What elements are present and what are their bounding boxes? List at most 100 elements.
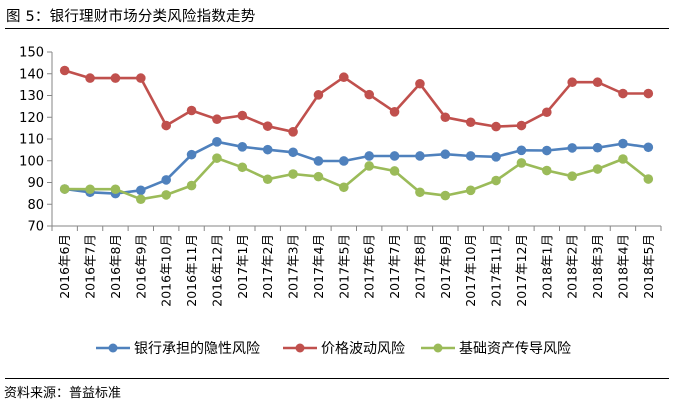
data-point <box>516 145 527 156</box>
data-point <box>161 190 171 200</box>
series-lines <box>59 65 654 205</box>
top-rule <box>5 28 669 29</box>
x-tick-label: 2016年11月 <box>184 234 199 307</box>
x-tick-label: 2016年6月 <box>57 234 72 299</box>
data-point <box>567 171 577 181</box>
y-tick-label: 140 <box>19 67 44 82</box>
series-line <box>64 140 649 195</box>
y-tick-label: 130 <box>19 89 44 104</box>
data-point <box>136 73 146 83</box>
data-point <box>237 162 248 173</box>
data-point <box>542 145 552 156</box>
data-point <box>186 149 197 160</box>
data-point <box>618 138 628 149</box>
data-point <box>643 174 654 184</box>
data-point <box>415 78 425 89</box>
data-point <box>491 152 501 162</box>
series-line <box>64 69 649 134</box>
data-point <box>542 165 552 176</box>
x-tick-label: 2016年12月 <box>209 234 224 307</box>
data-point <box>364 89 374 100</box>
data-point <box>262 121 273 131</box>
legend-item-1: 价格波动风险 <box>283 341 405 357</box>
data-point <box>415 151 425 161</box>
legend-marker <box>295 343 305 353</box>
data-point <box>186 105 197 116</box>
data-point <box>643 88 654 99</box>
data-point <box>415 187 425 198</box>
data-point <box>237 110 248 121</box>
data-point <box>59 184 70 194</box>
x-tick-label: 2017年8月 <box>412 234 427 299</box>
data-point <box>389 151 400 161</box>
data-point <box>136 185 146 196</box>
data-point <box>592 77 603 88</box>
data-point <box>313 90 324 100</box>
data-point <box>161 120 171 131</box>
data-point <box>136 194 146 205</box>
legend-label: 基础资产传导风险 <box>459 340 571 357</box>
data-point <box>288 147 298 158</box>
y-tick-label: 150 <box>19 46 44 61</box>
x-tick-label: 2016年9月 <box>133 234 148 299</box>
x-tick-label: 2018年5月 <box>641 234 656 299</box>
data-point <box>618 88 628 99</box>
y-tick-label: 70 <box>27 220 44 235</box>
data-point <box>262 144 273 155</box>
data-point <box>364 161 374 171</box>
data-point <box>618 154 628 164</box>
x-tick-label: 2017年4月 <box>311 234 326 299</box>
data-point <box>643 142 654 153</box>
data-point <box>262 174 273 185</box>
x-tick-label: 2017年5月 <box>336 234 351 299</box>
data-point <box>364 151 374 161</box>
data-point <box>237 142 248 152</box>
data-point <box>313 156 324 166</box>
series-2 <box>59 153 654 205</box>
data-point <box>465 117 476 128</box>
x-tick-label: 2017年10月 <box>463 234 478 307</box>
x-tick-label: 2017年11月 <box>489 234 504 307</box>
data-point <box>491 121 501 132</box>
data-point <box>212 153 222 163</box>
data-point <box>85 184 95 195</box>
x-axis-ticks: 2016年6月 2016年7月 2016年8月 2016年9月 2016年10月 2016… <box>51 226 662 307</box>
x-tick-label: 2018年3月 <box>590 234 605 299</box>
x-tick-label: 2016年8月 <box>108 234 123 299</box>
y-tick-label: 90 <box>27 176 44 191</box>
x-tick-label: 2017年6月 <box>362 234 377 299</box>
figure-title: 图 5：银行理财市场分类风险指数走势 <box>6 9 256 25</box>
data-point <box>339 72 349 83</box>
x-tick-label: 2016年7月 <box>83 234 98 299</box>
y-axis-ticks: 70 80 90 100 110 120 130 140 150 <box>19 46 52 235</box>
legend-item-2: 基础资产传导风险 <box>421 340 571 357</box>
data-point <box>288 169 298 179</box>
legend-label: 银行承担的隐性风险 <box>134 341 260 357</box>
legend: 银行承担的隐性风险 价格波动风险 基础资产传导风险 <box>96 340 571 357</box>
data-point <box>567 77 577 88</box>
y-tick-label: 110 <box>19 133 44 148</box>
data-point <box>110 184 121 195</box>
data-point <box>288 127 298 137</box>
data-point <box>465 151 476 161</box>
legend-marker <box>108 343 118 353</box>
x-tick-label: 2017年1月 <box>235 234 250 299</box>
data-point <box>212 114 222 125</box>
x-tick-label: 2018年4月 <box>615 234 630 299</box>
data-point <box>440 149 451 160</box>
data-point <box>389 166 400 176</box>
data-point <box>339 182 349 193</box>
x-tick-label: 2017年3月 <box>286 234 301 299</box>
y-tick-label: 80 <box>27 198 44 213</box>
data-point <box>592 142 603 153</box>
x-tick-label: 2018年1月 <box>539 234 554 299</box>
series-line <box>64 156 650 201</box>
data-point <box>440 190 451 201</box>
bottom-rule <box>5 378 669 379</box>
y-tick-label: 100 <box>19 154 44 169</box>
data-point <box>516 158 527 168</box>
data-point <box>85 73 95 83</box>
data-point <box>516 120 527 131</box>
data-point <box>186 180 197 191</box>
